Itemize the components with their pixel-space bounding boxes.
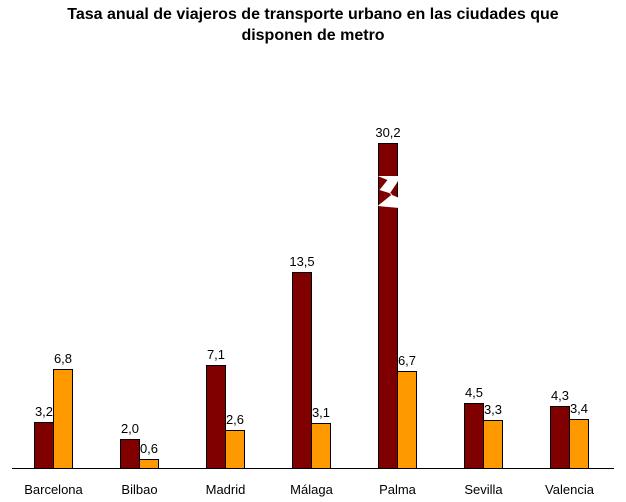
category-label-barcelona: Barcelona: [24, 482, 83, 497]
axis-break-palma: [377, 176, 400, 208]
category-label-málaga: Málaga: [290, 482, 333, 497]
value-label-valencia-series-2: 3,4: [570, 401, 588, 416]
bar-barcelona-series-2: [53, 369, 73, 469]
category-label-sevilla: Sevilla: [464, 482, 503, 497]
value-label-málaga-series-1: 13,5: [289, 254, 314, 269]
category-labels-group: Barcelona Bilbao Madrid Málaga Palma Sevilla V…: [24, 482, 594, 497]
bar-madrid-series-1: [206, 365, 226, 469]
value-label-valencia-series-1: 4,3: [551, 388, 569, 403]
bar-sevilla-series-1: [464, 403, 484, 469]
value-label-bilbao-series-2: 0,6: [140, 441, 158, 456]
value-label-palma-series-1: 30,2: [375, 125, 400, 140]
bar-málaga-series-2: [311, 423, 331, 469]
value-label-sevilla-series-1: 4,5: [465, 385, 483, 400]
chart-title-line-2: disponen de metro: [241, 27, 385, 44]
chart-title-line-1: Tasa anual de viajeros de transporte urb…: [67, 6, 559, 23]
bar-bilbao-series-2: [139, 459, 159, 469]
category-label-madrid: Madrid: [206, 482, 246, 497]
bar-madrid-series-2: [225, 430, 245, 469]
bar-barcelona-series-1: [34, 422, 54, 469]
bar-valencia-series-2: [569, 419, 589, 469]
value-label-bilbao-series-1: 2,0: [121, 421, 139, 436]
bar-palma-series-2: [397, 371, 417, 469]
value-label-barcelona-series-2: 6,8: [54, 351, 72, 366]
bar-sevilla-series-2: [483, 420, 503, 469]
value-label-sevilla-series-2: 3,3: [484, 402, 502, 417]
value-label-barcelona-series-1: 3,2: [35, 404, 53, 419]
chart-title: Tasa anual de viajeros de transporte urb…: [0, 4, 626, 46]
bar-málaga-series-1: [292, 272, 312, 469]
category-label-valencia: Valencia: [545, 482, 595, 497]
category-label-palma: Palma: [379, 482, 417, 497]
value-label-palma-series-2: 6,7: [398, 353, 416, 368]
category-label-bilbao: Bilbao: [121, 482, 157, 497]
value-label-madrid-series-2: 2,6: [226, 412, 244, 427]
value-labels-group: 3,2 6,8 2,00,6 7,1 2,6 13,5 3,1 30,2 6,7 4,53,3 4,…: [35, 125, 588, 456]
bar-valencia-series-1: [550, 406, 570, 469]
bar-bilbao-series-1: [120, 439, 140, 469]
value-label-málaga-series-2: 3,1: [312, 405, 330, 420]
axis-break-group: [377, 176, 400, 208]
value-label-madrid-series-1: 7,1: [207, 347, 225, 362]
